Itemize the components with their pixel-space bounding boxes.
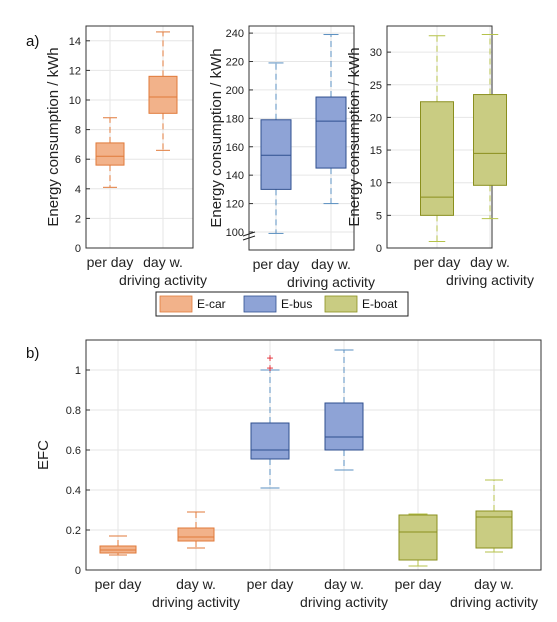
tick-label-y: 220 (226, 57, 244, 69)
tick-label-x: per day (87, 254, 134, 270)
tick-label-x: per day (247, 576, 294, 592)
box-iqr (398, 514, 438, 561)
legend-swatch-ebus (243, 295, 277, 313)
chart-ecar-energy: 0 2 4 6 8 10 12 14 Energy consumption / kWh per d… (45, 25, 207, 288)
axes-frame (248, 25, 355, 251)
tick-label-x: day w. (470, 254, 510, 270)
box-iqr (95, 142, 125, 166)
tick-label-y: 5 (376, 210, 382, 222)
tick-label-x: per day (414, 254, 461, 270)
tick-label-y: 30 (370, 47, 382, 59)
axes-frame (85, 25, 194, 249)
y-axis-label: Energy consumption / kWh (208, 48, 225, 227)
tick-label-x: per day (395, 576, 442, 592)
box-iqr (148, 75, 178, 114)
box-iqr (473, 94, 507, 186)
tick-label-y: 25 (370, 80, 382, 92)
tick-label-x-sub: driving activity (450, 594, 538, 610)
outlier-marker: + (266, 351, 273, 365)
tick-label-x: per day (95, 576, 142, 592)
tick-label-x-sub: driving activity (287, 274, 375, 290)
chart-eboat-energy: 0 5 10 15 20 25 30 Energy consumption / kWh per … (346, 25, 534, 288)
tick-label-x: day w. (324, 576, 364, 592)
tick-label-x-sub: driving activity (152, 594, 240, 610)
tick-label-x-sub: driving activity (446, 272, 534, 288)
legend-box (155, 291, 409, 317)
tick-label-x-sub: driving activity (300, 594, 388, 610)
tick-label-x: day w. (176, 576, 216, 592)
y-axis-label: Energy consumption / kWh (45, 47, 62, 226)
panel-label-a: a) (26, 33, 39, 50)
tick-label-y: 100 (226, 227, 244, 239)
tick-label-y: 240 (226, 28, 244, 40)
tick-label-y: 14 (69, 36, 81, 48)
tick-label-y: 0.8 (66, 405, 81, 417)
legend-swatch-ecar (159, 295, 193, 313)
legend: E-car E-bus E-boat (155, 291, 409, 317)
tick-label-x: per day (253, 256, 300, 272)
tick-label-y: 6 (75, 154, 81, 166)
tick-label-y: 0 (75, 565, 81, 577)
legend-label-ebus: E-bus (281, 297, 312, 311)
tick-label-y: 0 (376, 243, 382, 255)
tick-label-y: 8 (75, 125, 81, 137)
tick-label-y: 0.6 (66, 445, 81, 457)
chart-efc: 0 0.2 0.4 0.6 0.8 1 EFC per day day w. driving ac… (35, 339, 542, 610)
box-iqr (324, 402, 364, 451)
tick-label-y: 0.4 (66, 485, 81, 497)
axis-break-mark (242, 235, 256, 241)
tick-label-y: 20 (370, 112, 382, 124)
tick-label-x: day w. (143, 254, 183, 270)
tick-label-y: 1 (75, 365, 81, 377)
box-iqr (420, 101, 454, 216)
box-iqr (177, 527, 215, 542)
y-axis-label: EFC (35, 440, 52, 470)
tick-label-y: 160 (226, 142, 244, 154)
tick-label-x: day w. (311, 256, 351, 272)
tick-label-y: 2 (75, 213, 81, 225)
axis-break-mark (242, 231, 256, 237)
box-iqr (315, 96, 347, 169)
box-iqr (250, 422, 290, 460)
tick-label-y: 10 (69, 95, 81, 107)
tick-label-x: day w. (474, 576, 514, 592)
box-iqr (260, 119, 292, 190)
tick-label-y: 120 (226, 199, 244, 211)
outlier-marker: + (266, 361, 273, 375)
tick-label-y: 10 (370, 178, 382, 190)
legend-label-ecar: E-car (197, 297, 226, 311)
axes-frame (85, 339, 542, 571)
tick-label-y: 0.2 (66, 525, 81, 537)
tick-label-y: 180 (226, 113, 244, 125)
tick-label-y: 0 (75, 243, 81, 255)
tick-label-x-sub: driving activity (119, 272, 207, 288)
tick-label-y: 140 (226, 170, 244, 182)
legend-label-eboat: E-boat (362, 297, 398, 311)
tick-label-y: 4 (75, 184, 81, 196)
legend-swatch-eboat (324, 295, 358, 313)
panel-label-b: b) (26, 345, 39, 362)
tick-label-y: 200 (226, 85, 244, 97)
tick-label-y: 12 (69, 65, 81, 77)
y-axis-label: Energy consumption / kWh (346, 47, 363, 226)
tick-label-y: 15 (370, 145, 382, 157)
